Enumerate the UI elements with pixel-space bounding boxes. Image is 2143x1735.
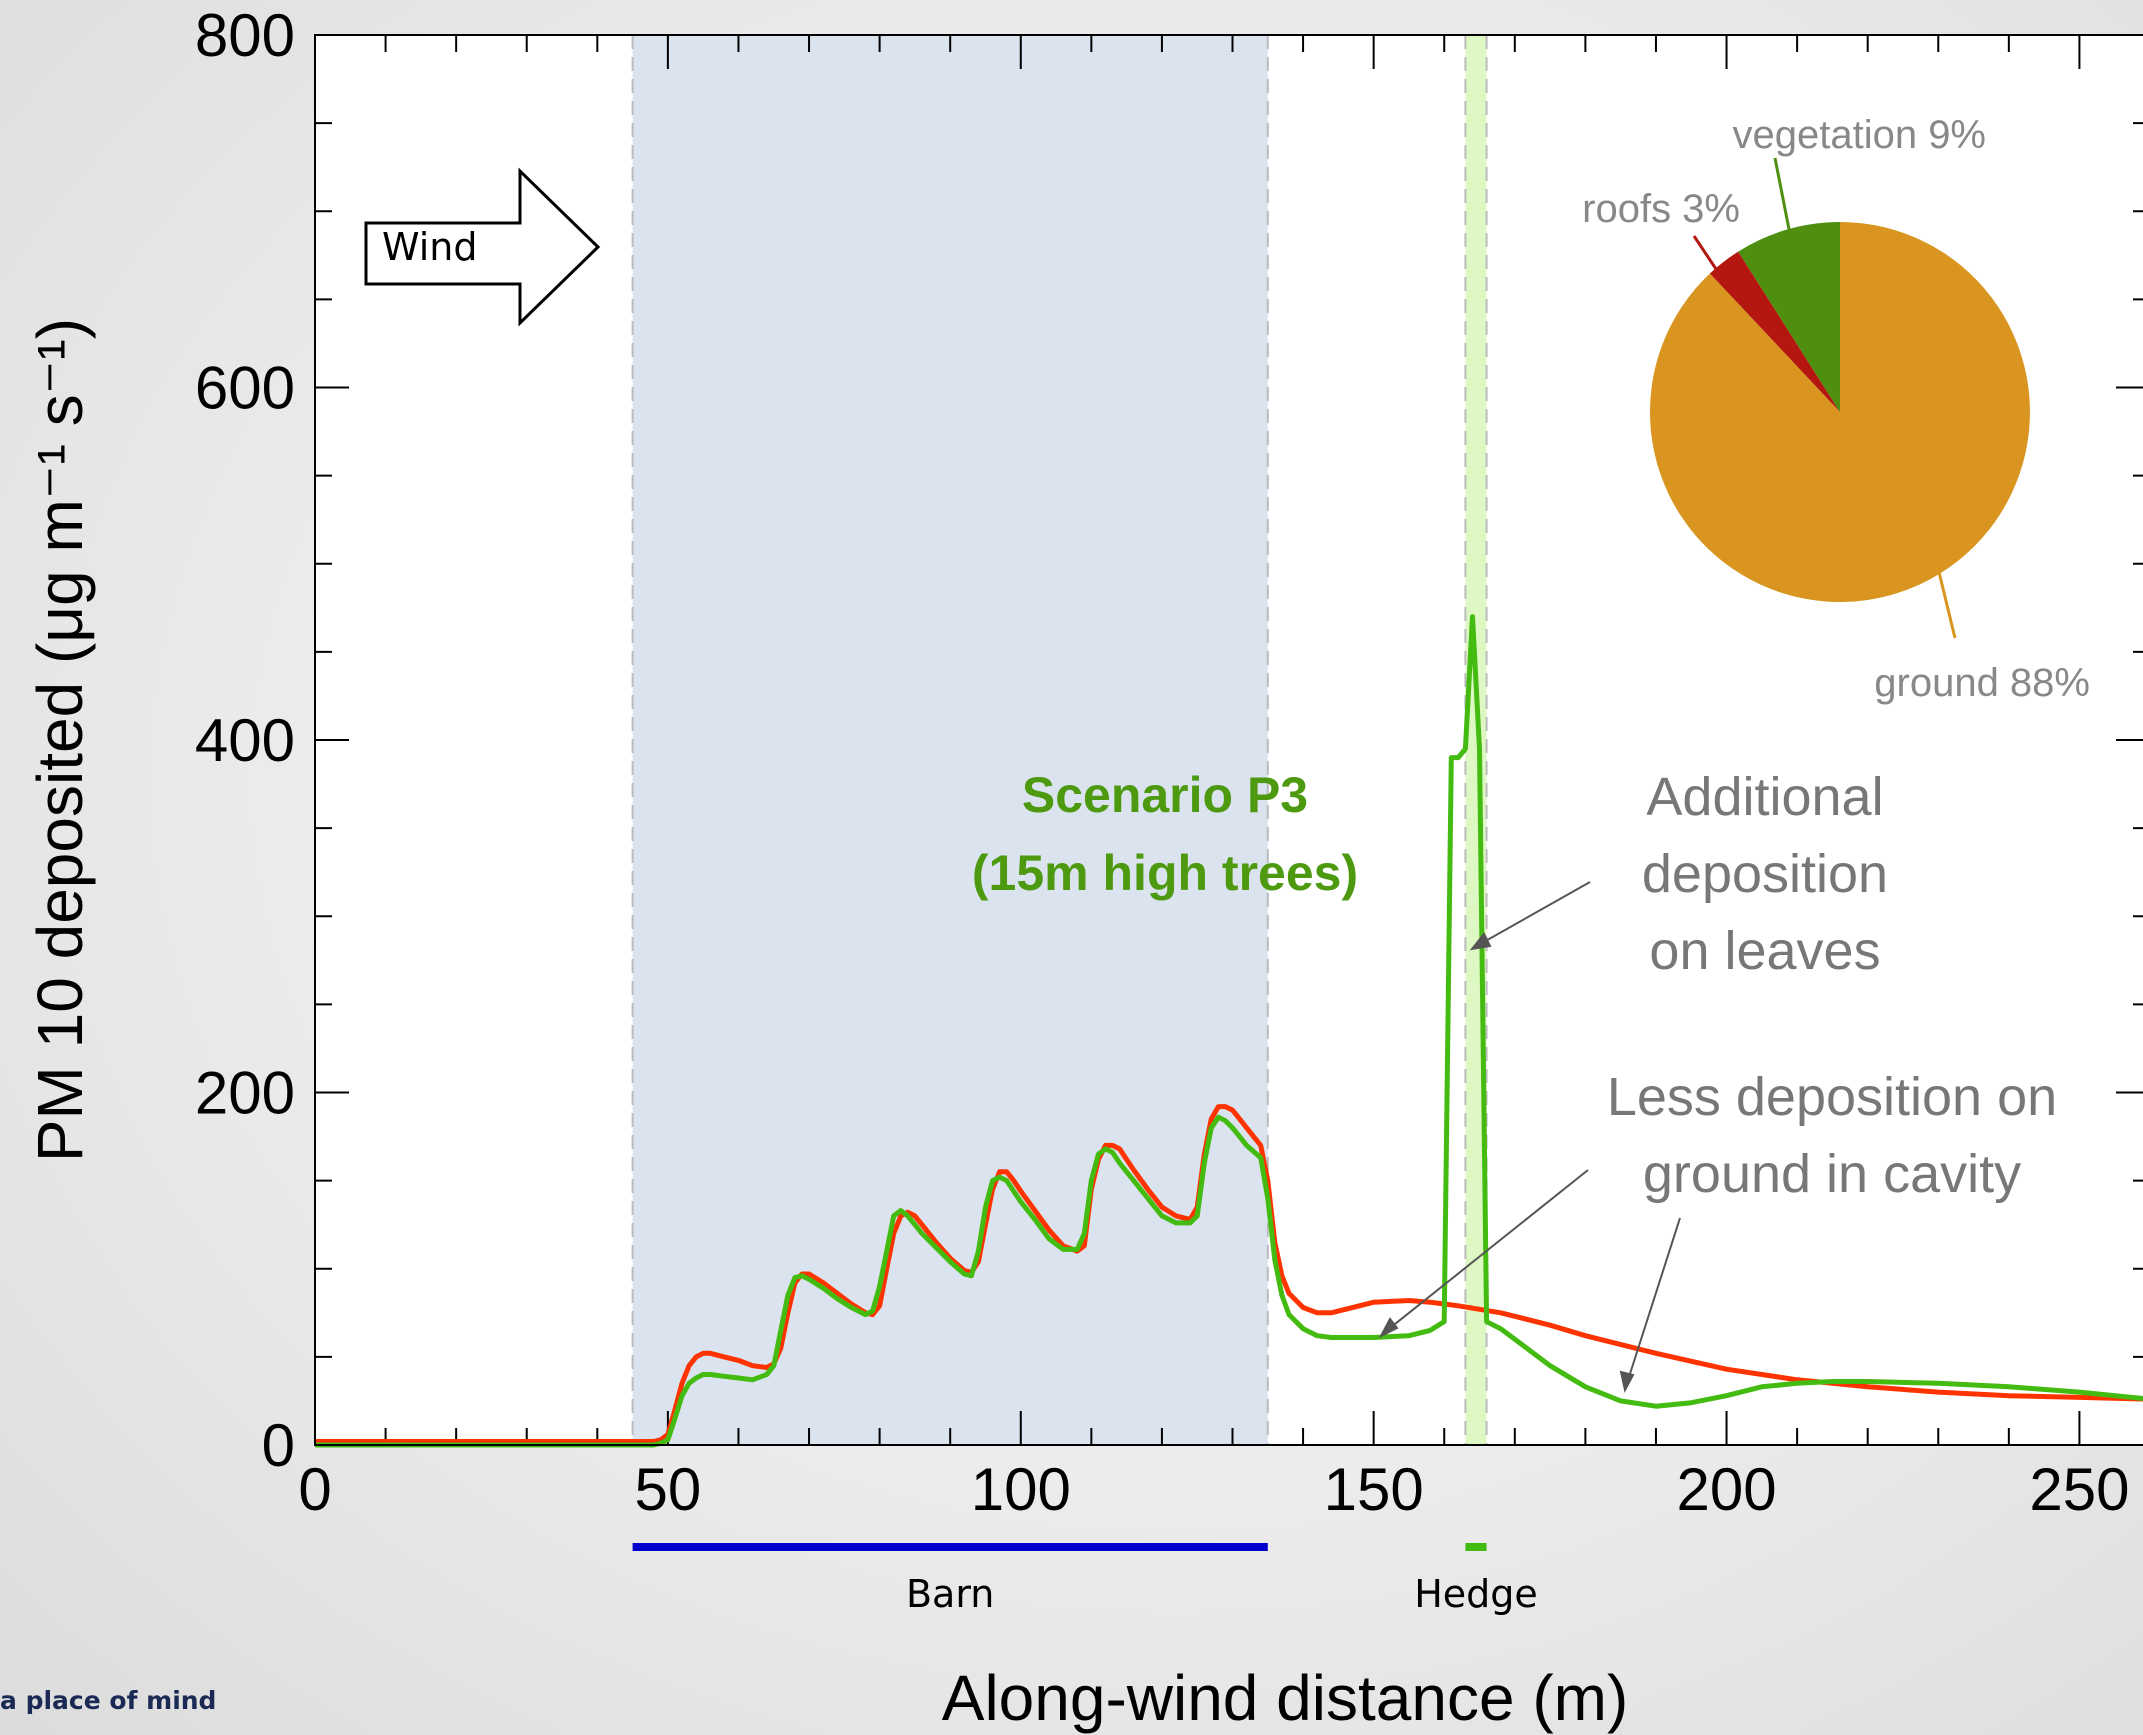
annotation-cavity-arrows [1378,1169,1681,1393]
x-tick-label: 50 [635,1456,702,1523]
x-tick-label: 0 [298,1456,331,1523]
x-tick-label: 150 [1324,1456,1424,1523]
pie-slice-vegetation [1738,222,1840,412]
annotation-leaves-line-2: deposition [1642,844,1888,904]
scenario-label-line-2: (15m high trees) [972,845,1358,901]
y-tick-label: 400 [195,707,295,774]
y-axis-title: PM 10 deposited (μg m⁻¹ s⁻¹) [24,318,96,1162]
annotation-cavity-line-1: Less deposition on [1607,1067,2057,1127]
wind-arrow: Wind [364,167,601,327]
annotation-cavity: Less deposition on ground in cavity [1607,1067,2057,1204]
x-tick-label: 100 [971,1456,1071,1523]
y-tick-label: 800 [195,2,295,69]
annotation-leaves-line-1: Additional [1646,767,1883,827]
wind-arrow-icon [364,167,601,327]
series-layer [315,614,2143,1448]
pie-slice-roofs [1709,251,1840,412]
x-axis-title: Along-wind distance (m) [942,1662,1629,1734]
x-tick-label: 250 [2029,1456,2129,1523]
annotation-leaves-arrow [1469,881,1591,951]
y-tick-label: 600 [195,355,295,422]
pie-slice-ground [1649,222,2030,602]
scenario-label-line-1: Scenario P3 [1022,767,1308,823]
barn-label: Barn [906,1572,994,1616]
series-line-1 [315,1104,2143,1444]
wind-label: Wind [382,225,478,269]
footer-tagline: a place of mind [0,1686,217,1715]
pie-leader-roofs [1692,235,1722,276]
pie-label-roofs: roofs 3% [1582,187,1740,231]
series-line-2 [315,614,2143,1448]
inset-pie-chart [1649,222,2030,602]
plot-frame [314,34,2143,1446]
pie-leader-vegetation [1773,157,1799,271]
annotation-leaves-line-3: on leaves [1649,921,1880,981]
annotation-cavity-line-2: ground in cavity [1643,1144,2021,1204]
ticks-layer: 0 50 100 150 200 250 0 200 400 600 800 [195,2,2143,1523]
hedge-label: Hedge [1414,1572,1538,1616]
scenario-label: Scenario P3 (15m high trees) [972,767,1358,901]
x-tick-label: 200 [1676,1456,1776,1523]
pie-leader-ground [1928,534,1957,639]
annotation-leaves: Additional deposition on leaves [1642,767,1888,981]
y-tick-label: 200 [195,1060,295,1127]
pie-leader-lines [1692,157,1957,639]
pie-labels: vegetation 9% roofs 3% ground 88% [1582,113,2090,705]
pie-label-ground: ground 88% [1874,661,2090,705]
y-tick-label: 0 [262,1412,295,1479]
pie-label-vegetation: vegetation 9% [1732,113,1986,157]
barn-region [632,35,1268,1445]
